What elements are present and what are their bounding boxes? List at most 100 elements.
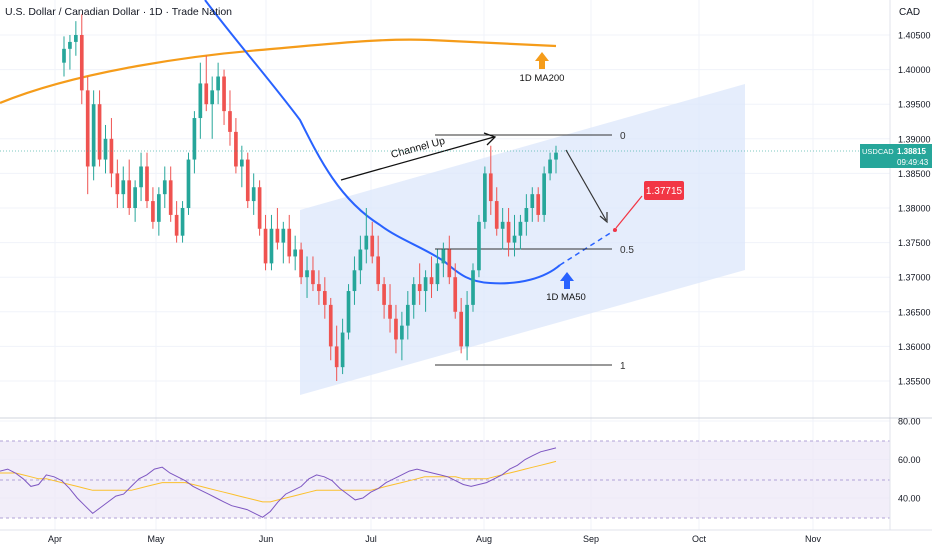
ma50-label: 1D MA50 (546, 292, 586, 303)
price-tag-box (860, 144, 932, 168)
time-tick-label: May (147, 534, 165, 544)
price-tick-label: 1.37500 (898, 238, 931, 248)
price-tick-label: 1.35500 (898, 377, 931, 387)
candle-body (394, 318, 398, 340)
fib-label-05: 0.5 (620, 245, 634, 256)
candle-body (447, 249, 452, 278)
rsi-tick-label: 60.00 (898, 455, 921, 465)
rsi-line (0, 447, 557, 518)
channel-arrow-line (340, 136, 495, 181)
price-tag-symbol: USDCAD (862, 147, 894, 156)
target-label-box (644, 181, 684, 200)
ma200-arrow-icon (535, 52, 549, 69)
chart-title: U.S. Dollar / Canadian Dollar · 1D · Tra… (5, 6, 232, 18)
candle-body (512, 235, 517, 243)
candle-body (281, 228, 286, 243)
candle-body (115, 173, 120, 195)
candle-body (524, 208, 529, 222)
candle-body (548, 159, 552, 174)
candle-body (459, 311, 463, 347)
candle-body (405, 304, 410, 326)
candle-body (417, 284, 422, 292)
candle-body (435, 263, 440, 285)
candle-body (542, 173, 546, 215)
channel-up-zone (300, 84, 745, 395)
candle-body (127, 180, 132, 208)
candle-body (477, 221, 481, 271)
ma200-label: 1D MA200 (520, 73, 565, 84)
time-tick-label: Oct (692, 534, 707, 544)
candle-body (293, 249, 298, 257)
candle-body (465, 304, 469, 347)
rsi-tick-label: 80.00 (898, 417, 921, 427)
candle-body (322, 291, 327, 305)
candle-body (251, 187, 256, 202)
candle-body (139, 166, 143, 188)
target-point (613, 228, 617, 232)
candle-body (483, 173, 487, 222)
candle-body (109, 138, 114, 174)
candle-body (400, 325, 404, 340)
fib-label-1: 1 (620, 361, 626, 372)
candle-body (204, 83, 209, 105)
candle-body (536, 194, 541, 215)
candle-body (91, 104, 96, 167)
candle-body (370, 235, 375, 257)
ma50-projection (559, 229, 616, 266)
channel-arrow-head (483, 132, 497, 146)
target-label: 1.37715 (646, 186, 683, 197)
candle-body (388, 304, 392, 319)
candle-body (429, 277, 434, 285)
candle-body (97, 104, 102, 160)
price-tick-label: 1.38000 (898, 204, 931, 214)
price-tag-price: 1.38815 (897, 147, 926, 156)
candle-body (441, 249, 446, 264)
rsi-axis-labels: 40.00 60.00 80.00 (898, 417, 921, 504)
candle-body (168, 180, 173, 215)
candle-body (257, 187, 262, 229)
price-tick-label: 1.37000 (898, 273, 931, 283)
candle-body (263, 228, 268, 264)
rsi-ma-line (0, 460, 557, 503)
candle-body (151, 201, 155, 222)
candle-body (423, 277, 428, 292)
candle-body (79, 35, 84, 91)
candle-body (317, 284, 321, 292)
ma50-line (204, 0, 561, 285)
candle-body (275, 228, 280, 243)
candle-body (210, 90, 215, 105)
ma50-arrow-icon (560, 272, 574, 289)
candle-body (334, 346, 339, 368)
candle-body (157, 194, 161, 222)
time-tick-label: Nov (805, 534, 822, 544)
candle-body (216, 76, 220, 91)
candle-body (411, 284, 416, 305)
candle-body (180, 208, 185, 236)
currency-label: CAD (899, 7, 920, 18)
candle-body (346, 291, 351, 333)
candle-body (311, 270, 315, 285)
time-tick-label: Sep (583, 534, 599, 544)
candle-body (554, 152, 558, 160)
candle-body (488, 173, 493, 202)
candle-body (239, 159, 244, 167)
candle-body (245, 159, 250, 202)
candle-body (494, 201, 499, 229)
price-tick-label: 1.39000 (898, 134, 931, 144)
candle-body (68, 41, 72, 49)
price-tick-label: 1.38500 (898, 169, 931, 179)
candle-body (62, 48, 66, 63)
candle-body (74, 35, 78, 42)
price-tick-label: 1.39500 (898, 100, 931, 110)
candle-body (228, 111, 232, 132)
time-tick-label: Apr (48, 534, 62, 544)
time-tick-label: Jul (365, 534, 377, 544)
time-tick-label: Jun (259, 534, 274, 544)
projection-down-line (565, 149, 607, 221)
projection-up-line (615, 195, 643, 229)
candle-body (305, 270, 309, 278)
price-axis-labels: 1.35500 1.36000 1.36500 1.37000 1.37500 1.380… (898, 31, 931, 387)
price-tick-label: 1.36500 (898, 307, 931, 317)
candle-body (234, 131, 238, 167)
